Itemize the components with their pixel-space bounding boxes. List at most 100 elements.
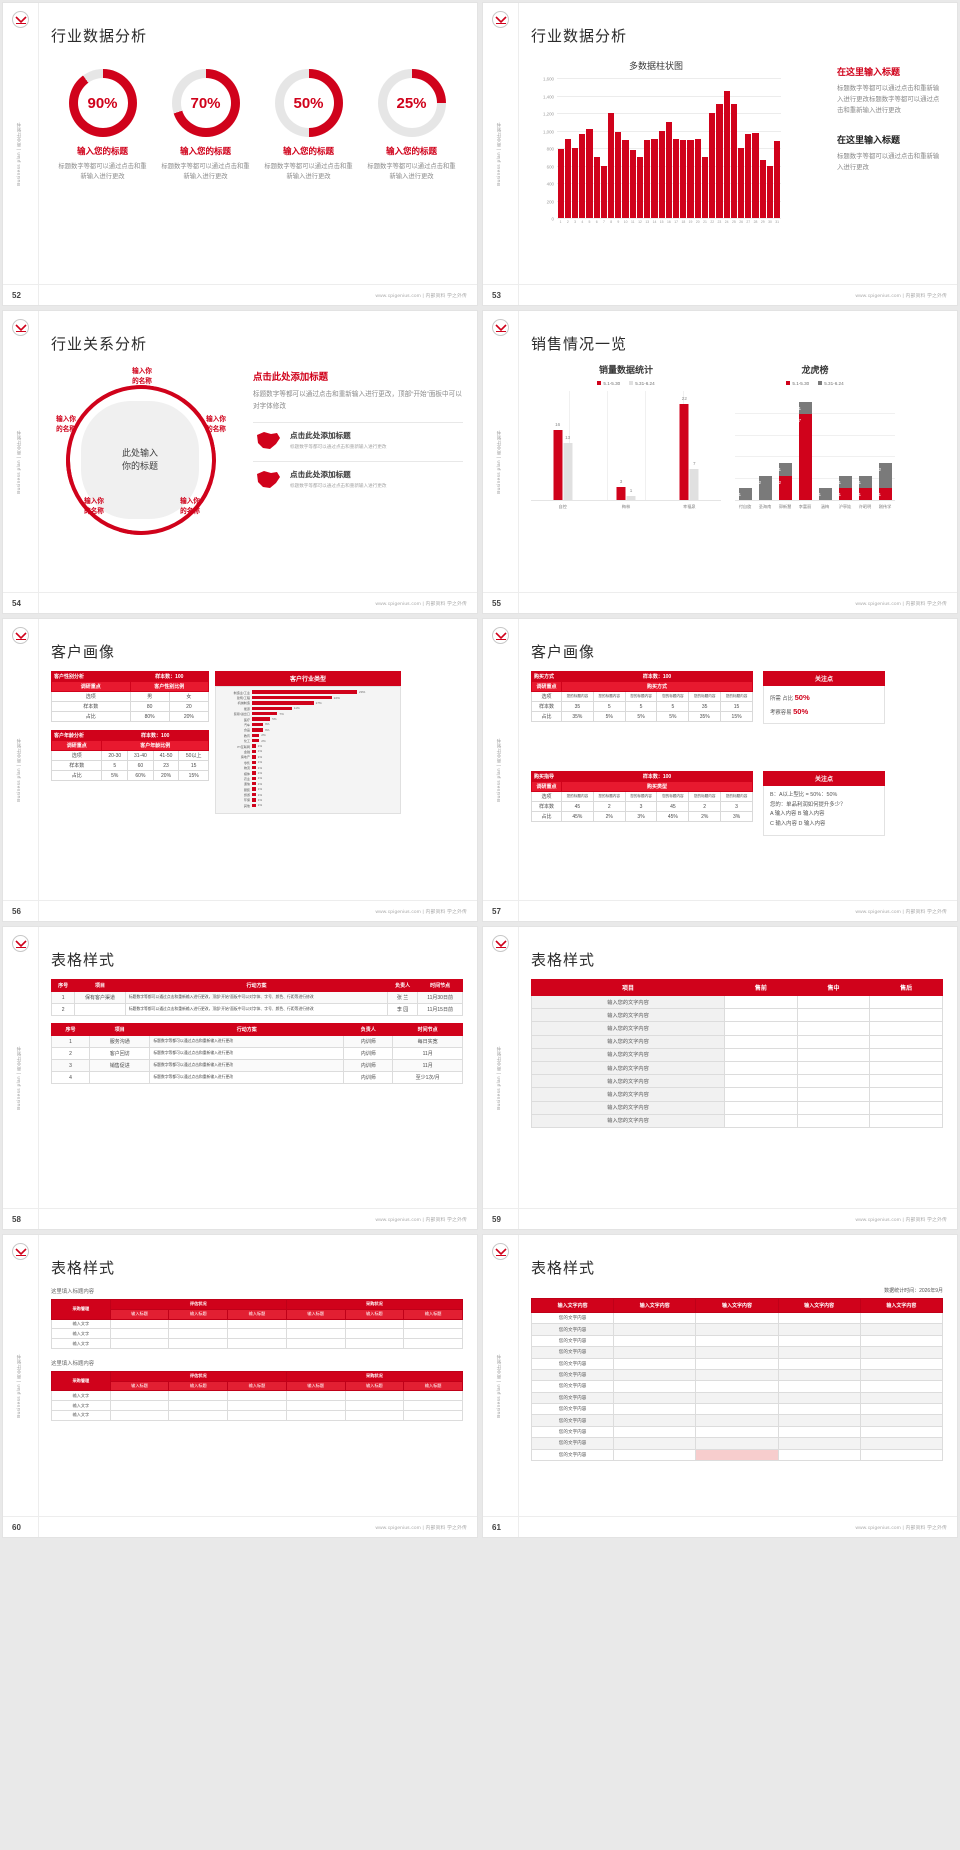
slide-52[interactable]: Business plan | 商业计划书 52 www.cpigenius.c…	[2, 2, 478, 306]
row-label: 您的文字内容	[530, 1448, 615, 1461]
h-bar-row: 教育 2%	[220, 733, 396, 738]
bar	[737, 147, 745, 218]
table-cell: 35%	[688, 711, 722, 722]
stacked-bar: 1	[738, 487, 752, 500]
table-cell	[796, 1021, 871, 1036]
table-row: 您的文字内容	[530, 1448, 944, 1461]
x-tick-label: 4	[581, 220, 584, 224]
table-cell	[724, 1113, 798, 1128]
stacked-bar: 7 1	[798, 402, 812, 500]
bar: 13	[563, 435, 573, 500]
x-tick-label: 付自旋	[738, 504, 752, 509]
h-bar-row: 旅游 1%	[220, 792, 396, 798]
table-subheader: 调研重点	[50, 740, 103, 751]
table-cell: 5%	[624, 711, 658, 722]
data-table: 序号 项目 行动方案 负责人 时间节点 1 保有客户渠道 标题数字等都可以通过点击和重新输入…	[50, 979, 463, 1016]
slide-58[interactable]: Business plan | 商业计划书 58 www.cpigenius.c…	[2, 926, 478, 1230]
table-row: 占比 80% 20%	[51, 711, 210, 722]
brand-logo-icon	[12, 1243, 29, 1260]
table-cell	[796, 1047, 871, 1062]
table-cell	[285, 1400, 346, 1412]
table-row: 输入文字	[51, 1400, 463, 1412]
h-bar-value: 2%	[261, 738, 266, 743]
table-cell: 您的标题内容	[688, 691, 722, 702]
item-heading: 点击此处添加标题	[290, 470, 351, 480]
row-label: 您的文字内容	[530, 1425, 615, 1439]
table-cell: 11月	[392, 1047, 463, 1060]
h-bar-row: 机械制造 17%	[220, 701, 396, 706]
row-label: 您的文字内容	[530, 1311, 615, 1325]
table-subheader: 调研重点	[531, 681, 562, 692]
slide-61[interactable]: Business plan | 商业计划书 61 www.cpigenius.c…	[482, 1234, 958, 1538]
table-cell	[869, 1100, 943, 1115]
slide-59[interactable]: Business plan | 商业计划书 59 www.cpigenius.c…	[482, 926, 958, 1230]
table-cell	[695, 1357, 779, 1370]
slide-56[interactable]: Business plan | 商业计划书 56 www.cpigenius.c…	[2, 618, 478, 922]
china-map-icon	[253, 430, 283, 452]
page-number: 53	[492, 291, 501, 300]
logo-rail: Business plan | 商业计划书	[483, 619, 519, 921]
list-item: 点击此处添加标题 标题数字等都可以通过点击和重新输入进行更改	[253, 461, 463, 491]
brand-logo-icon	[12, 935, 29, 952]
slide-60[interactable]: Business plan | 商业计划书 60 www.cpigenius.c…	[2, 1234, 478, 1538]
row-label: 输入文字	[51, 1400, 111, 1412]
table-cell: 20%	[168, 711, 210, 722]
table-header: 负责人	[387, 979, 419, 992]
bar: 1	[626, 488, 636, 500]
logo-rail: Business plan | 商业计划书	[483, 1235, 519, 1537]
card-header: 关注点	[763, 671, 885, 686]
h-bar-label: 金融	[243, 749, 250, 754]
table-cell	[89, 1071, 151, 1084]
donut-heading: 输入您的标题	[76, 146, 128, 156]
center-line-2: 你的标题	[121, 461, 158, 471]
table-cell: 标题数字等都可以通过点击和重新输入进行更改，顶部“开始”面板中可以对字体、字号、…	[124, 991, 389, 1004]
table-header: 售中	[796, 979, 871, 996]
bar	[759, 160, 766, 218]
h-bar-label: 零售	[243, 760, 250, 765]
slide-53[interactable]: Business plan | 商业计划书 53 www.cpigenius.c…	[482, 2, 958, 306]
table-cell	[777, 1425, 861, 1439]
table-cell: 至少1次/月	[392, 1071, 463, 1084]
table-subheader: 输入标题	[227, 1308, 287, 1320]
slide-54[interactable]: Business plan | 商业计划书 54 www.cpigenius.c…	[2, 310, 478, 614]
legend-item: 5.1-5.30	[786, 381, 809, 386]
table-row: 输入您的文字内容	[530, 1008, 943, 1023]
table-cell	[869, 1113, 943, 1128]
table-header: 采购状况	[285, 1299, 464, 1310]
table-cell: 样本数	[51, 701, 131, 712]
table-cell	[344, 1338, 405, 1349]
row-label: 您的文字内容	[530, 1380, 615, 1393]
bar	[730, 104, 737, 218]
table-cell	[613, 1391, 697, 1405]
table-cell: 4	[50, 1071, 91, 1084]
bar	[593, 156, 600, 218]
row-label: 选项	[531, 791, 562, 802]
bar-segment: 2	[878, 463, 892, 488]
table-row: 占比 5% 60% 20% 15%	[50, 770, 209, 781]
table-row: 选项 您的标题内容 您的标题内容 您的标题内容 您的标题内容 您的标题内容 您的标题内容	[531, 691, 753, 702]
row-label: 样本数	[531, 701, 562, 712]
right-heading: 在这里输入标题	[837, 134, 901, 145]
h-bar-value: 7%	[279, 711, 284, 716]
table-header: 输入文字内容	[695, 1298, 779, 1313]
table-cell: 3%	[624, 811, 658, 822]
table-cell	[403, 1400, 463, 1412]
table-cell: 2	[688, 801, 722, 812]
bar	[658, 130, 665, 218]
table-row: 输入您的文字内容	[530, 1021, 943, 1036]
table-cell	[859, 1357, 944, 1370]
x-tick-label: 涵梅	[820, 504, 830, 509]
table-row: 您的文字内容	[530, 1437, 944, 1450]
table-cell: 销售促进	[89, 1059, 151, 1072]
x-tick-label: 13	[645, 220, 650, 224]
slide-55[interactable]: Business plan | 商业计划书 55 www.cpigenius.c…	[482, 310, 958, 614]
item-desc: 标题数字等都可以通过点击和重新输入进行更改	[290, 444, 387, 450]
x-tick-label: 29	[760, 220, 765, 224]
data-table: 购买指导 样本数：100 调研重点 购买类型 选项 您的标题内容 您的标题内容 您的标题内…	[531, 771, 754, 822]
x-tick-label: 3	[574, 220, 576, 224]
h-bar-label: 房地产	[240, 755, 250, 760]
slide-57[interactable]: Business plan | 商业计划书 57 www.cpigenius.c…	[482, 618, 958, 922]
page-number: 54	[12, 599, 21, 608]
h-bar-row: 服装 1%	[220, 787, 396, 792]
h-bar-label: 医疗	[243, 717, 250, 722]
